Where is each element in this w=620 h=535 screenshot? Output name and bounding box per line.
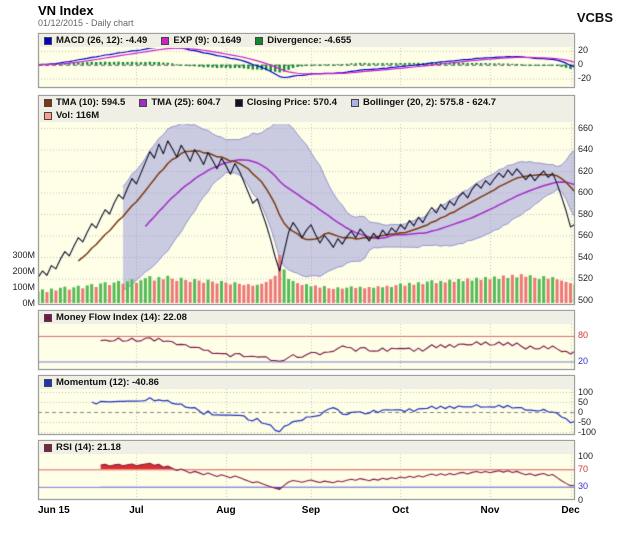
legend-label: Divergence: -4.655 (267, 35, 352, 46)
y-tick-label: 0 (578, 406, 584, 417)
price-legend: TMA (10): 594.5 TMA (25): 604.7 Closing Pr… (39, 96, 574, 109)
y-tick-label: 20 (578, 355, 589, 366)
legend-item: Bollinger (20, 2): 575.8 - 624.7 (350, 97, 497, 108)
x-tick-label: Dec (561, 505, 580, 516)
mfi-legend: Money Flow Index (14): 22.08 (39, 311, 574, 324)
legend-swatch-icon (234, 98, 243, 107)
legend-swatch-icon (44, 36, 52, 45)
legend-swatch-icon (44, 378, 52, 387)
legend-label: TMA (25): 604.7 (151, 97, 221, 108)
legend-swatch-icon (350, 98, 359, 107)
y-tick-label: 660 (578, 122, 594, 133)
legend-swatch-icon (44, 313, 52, 322)
x-tick-label: Sep (301, 505, 321, 516)
legend-swatch-icon (44, 443, 52, 452)
y-tick-label: 100 (578, 386, 594, 397)
legend-swatch-icon (161, 36, 170, 45)
legend-item: Money Flow Index (14): 22.08 (44, 312, 187, 323)
legend-item: Momentum (12): -40.86 (44, 377, 159, 388)
y-tick-label: 0 (578, 59, 584, 70)
y-tick-label: 580 (578, 208, 594, 219)
volume-tick-label: 100M (12, 281, 35, 292)
x-tick-label: Oct (392, 505, 409, 516)
page-title: VN Index (38, 3, 94, 18)
legend-swatch-icon (255, 36, 264, 45)
legend-label: MACD (26, 12): -4.49 (56, 35, 148, 46)
x-tick-label: Aug (216, 505, 236, 516)
volume-tick-label: 200M (12, 265, 35, 276)
y-tick-label: 50 (578, 396, 589, 407)
y-tick-label: 0 (578, 494, 584, 505)
brand-logo: VCBS (576, 10, 613, 25)
x-tick-label: Jun 15 (38, 505, 70, 516)
y-tick-label: 540 (578, 251, 594, 262)
y-tick-label: 560 (578, 230, 594, 240)
y-tick-label: -50 (578, 416, 592, 427)
volume-tick-label: 300M (12, 249, 35, 260)
legend-item: RSI (14): 21.18 (44, 442, 121, 453)
legend-label: Money Flow Index (14): 22.08 (56, 312, 187, 323)
legend-item: EXP (9): 0.1649 (161, 35, 241, 46)
legend-item: Closing Price: 570.4 (234, 97, 337, 108)
y-tick-label: -20 (578, 73, 592, 84)
y-tick-label: 100 (578, 450, 594, 461)
legend-item: MACD (26, 12): -4.49 (44, 35, 147, 46)
y-tick-label: 80 (578, 330, 589, 341)
y-tick-label: 500 (578, 294, 594, 305)
legend-swatch-icon (44, 98, 52, 107)
legend-label: Vol: 116M (56, 110, 100, 121)
x-tick-label: Jul (129, 505, 144, 516)
legend-item: Divergence: -4.655 (255, 35, 351, 46)
legend-label: EXP (9): 0.1649 (173, 35, 242, 46)
rsi-legend: RSI (14): 21.18 (39, 441, 574, 454)
volume-legend: Vol: 116M (39, 109, 574, 122)
y-tick-label: -100 (578, 426, 597, 437)
legend-label: Bollinger (20, 2): 575.8 - 624.7 (362, 97, 497, 108)
volume-tick-label: 0M (22, 297, 35, 308)
chart-subtitle: 01/12/2015 - Daily chart (38, 18, 134, 28)
y-tick-label: 70 (578, 463, 589, 474)
legend-swatch-icon (139, 98, 148, 107)
legend-swatch-icon (44, 111, 52, 120)
y-tick-label: 600 (578, 187, 594, 197)
legend-label: RSI (14): 21.18 (56, 442, 121, 453)
y-tick-label: 520 (578, 273, 594, 283)
legend-item: Vol: 116M (44, 110, 99, 121)
y-tick-label: 30 (578, 481, 589, 492)
macd-legend: MACD (26, 12): -4.49 EXP (9): 0.1649 Diver… (39, 34, 574, 47)
y-tick-label: 640 (578, 144, 594, 154)
legend-label: TMA (10): 594.5 (56, 97, 126, 108)
legend-label: Momentum (12): -40.86 (56, 377, 159, 388)
x-tick-label: Nov (480, 505, 500, 516)
legend-label: Closing Price: 570.4 (246, 97, 337, 108)
y-tick-label: 620 (578, 165, 594, 176)
legend-item: TMA (10): 594.5 (44, 97, 125, 108)
legend-item: TMA (25): 604.7 (139, 97, 221, 108)
momentum-legend: Momentum (12): -40.86 (39, 376, 574, 389)
y-tick-label: 20 (578, 45, 589, 56)
